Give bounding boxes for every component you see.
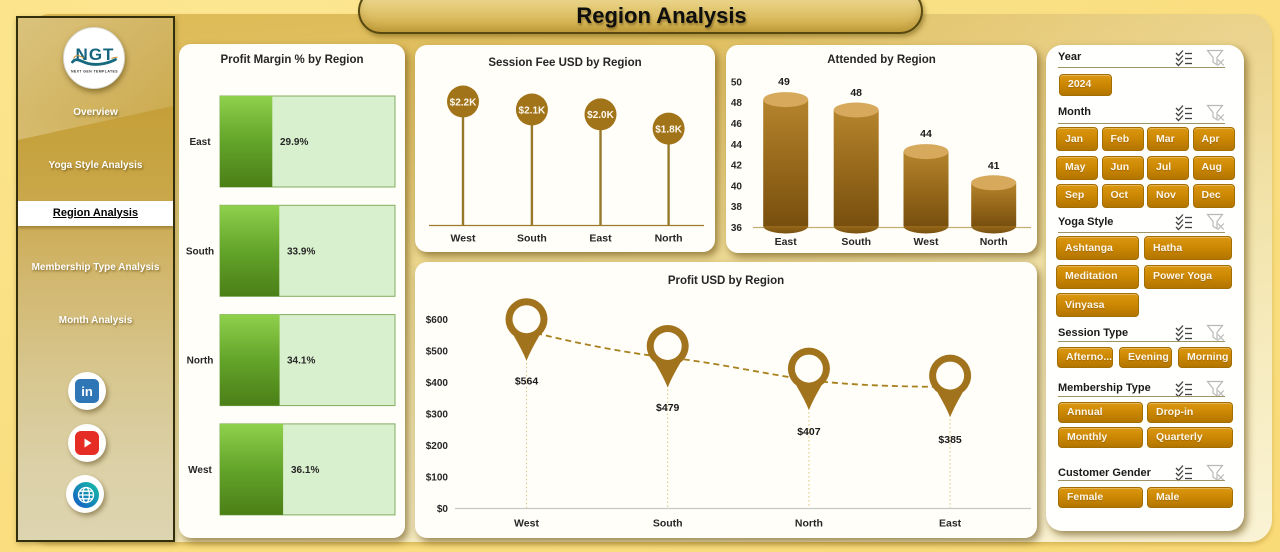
svg-text:46: 46 [731, 119, 743, 130]
svg-text:$600: $600 [426, 315, 449, 326]
svg-text:$2.0K: $2.0K [587, 110, 614, 121]
svg-text:in: in [81, 384, 93, 399]
svg-text:South: South [186, 246, 214, 257]
svg-text:33.9%: 33.9% [287, 246, 315, 257]
svg-text:$479: $479 [656, 402, 680, 414]
svg-text:38: 38 [731, 202, 743, 213]
svg-text:South: South [841, 236, 871, 248]
svg-text:$407: $407 [797, 426, 821, 438]
svg-text:$2.2K: $2.2K [450, 97, 477, 108]
svg-text:East: East [939, 518, 962, 530]
svg-text:West: West [914, 236, 939, 248]
svg-text:36.1%: 36.1% [291, 465, 319, 476]
svg-text:South: South [517, 233, 547, 245]
svg-text:48: 48 [731, 98, 743, 109]
svg-text:44: 44 [731, 140, 743, 151]
svg-text:East: East [589, 233, 612, 245]
svg-text:$100: $100 [426, 473, 449, 484]
svg-text:$385: $385 [938, 434, 962, 446]
svg-text:42: 42 [731, 161, 743, 172]
svg-text:North: North [655, 233, 683, 245]
svg-text:29.9%: 29.9% [280, 137, 308, 148]
svg-text:North: North [187, 356, 214, 367]
svg-text:West: West [188, 465, 212, 476]
svg-text:West: West [451, 233, 476, 245]
svg-text:West: West [514, 518, 539, 530]
svg-text:NGT: NGT [76, 45, 115, 64]
svg-text:44: 44 [920, 128, 932, 140]
svg-text:South: South [653, 518, 683, 530]
svg-text:$564: $564 [515, 376, 539, 388]
svg-text:North: North [980, 236, 1008, 248]
svg-text:NEXT GEN TEMPLATES: NEXT GEN TEMPLATES [71, 70, 118, 74]
svg-text:34.1%: 34.1% [287, 356, 315, 367]
svg-text:$500: $500 [426, 347, 449, 358]
svg-text:41: 41 [988, 160, 1000, 172]
svg-text:$1.8K: $1.8K [655, 124, 682, 135]
svg-text:$200: $200 [426, 441, 449, 452]
svg-text:36: 36 [731, 223, 743, 234]
svg-text:East: East [189, 137, 211, 148]
svg-text:48: 48 [850, 87, 862, 99]
svg-text:$2.1K: $2.1K [519, 105, 546, 116]
svg-text:$0: $0 [437, 504, 449, 515]
svg-text:40: 40 [731, 181, 743, 192]
svg-text:$400: $400 [426, 378, 449, 389]
svg-text:$300: $300 [426, 410, 449, 421]
svg-text:North: North [795, 518, 823, 530]
svg-text:East: East [775, 236, 798, 248]
svg-text:49: 49 [778, 76, 790, 88]
svg-text:50: 50 [731, 77, 743, 88]
